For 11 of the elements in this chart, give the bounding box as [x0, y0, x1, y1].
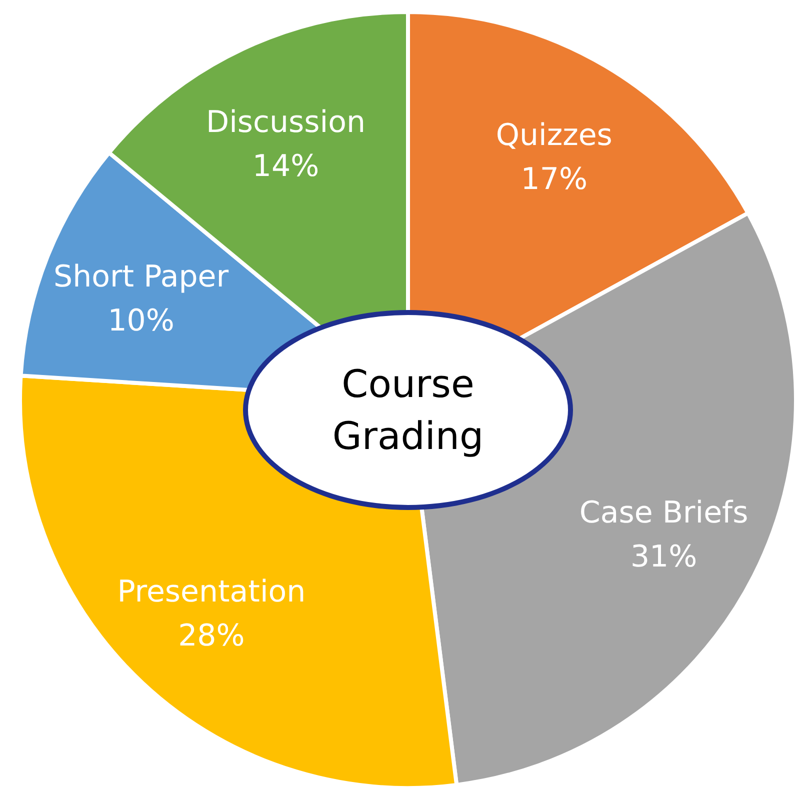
data-label: 17% — [520, 162, 588, 197]
slice-label: Short Paper — [54, 259, 230, 294]
slice-label: Discussion — [206, 105, 366, 140]
slice-label: Quizzes — [496, 118, 612, 153]
slice-label: Presentation — [117, 574, 306, 610]
slice-label: Case Briefs — [579, 495, 748, 530]
data-label: 31% — [630, 539, 698, 574]
data-label: 28% — [178, 618, 245, 654]
data-label: 10% — [108, 303, 174, 338]
data-label: 14% — [252, 149, 320, 184]
text: Course Grading — [243, 310, 573, 510]
